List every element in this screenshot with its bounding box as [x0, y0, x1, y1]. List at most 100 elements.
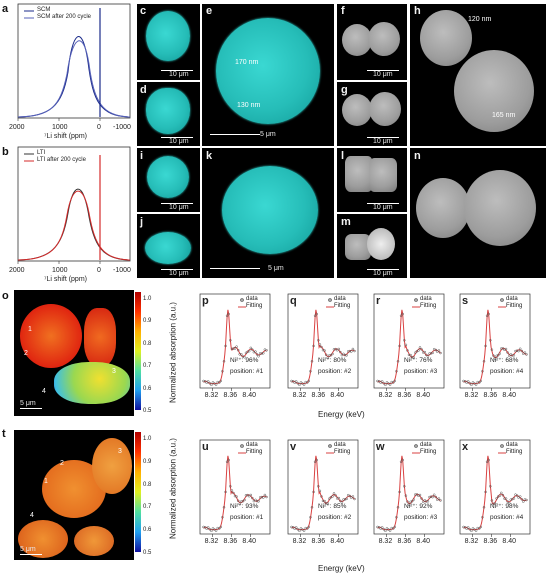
xas-ylabel-row1: Normalized absorption (a.u.) [168, 302, 178, 403]
particle-f-1 [342, 24, 372, 56]
xas-data-point [392, 527, 395, 530]
xas-xtick-u-1: 8.36 [223, 538, 238, 545]
xas-data-point [244, 494, 248, 497]
xas-legend-fit-v: Fitting [334, 449, 351, 455]
xas-data-point [290, 379, 293, 383]
xas-data-point [230, 347, 234, 351]
xas-data-point [332, 492, 336, 495]
xas-data-point [249, 346, 253, 350]
nmr-b-curve-lti-after [17, 190, 131, 261]
map-o-particle-3 [54, 362, 130, 404]
xas-data-point [518, 347, 522, 351]
xas-data-point [221, 370, 224, 373]
xas-data-point [468, 528, 472, 531]
label-n: n [414, 150, 421, 162]
xas-data-point [299, 381, 303, 384]
xas-data-point [403, 339, 406, 342]
nmr-b-xtick-1000: 1000 [52, 267, 68, 274]
xas-data-point [492, 354, 495, 357]
label-a: a [2, 3, 9, 15]
xas-plot-q [287, 293, 359, 391]
xas-data-point [334, 494, 337, 497]
xas-legend-data-s: data [506, 296, 518, 302]
xas-data-point [523, 351, 527, 354]
xas-data-point [485, 314, 489, 318]
xas-xtick-p-1: 8.36 [223, 392, 238, 399]
map-o-particle-2 [84, 308, 116, 366]
xas-position-v: position: #2 [318, 514, 352, 521]
xas-plot-s [459, 293, 531, 391]
label-k: k [206, 150, 213, 162]
xas-data-point [504, 347, 508, 351]
scalebar-c: 10 μm [169, 71, 189, 78]
xas-data-point [387, 528, 390, 531]
xas-data-point [410, 355, 414, 359]
xas-data-point [254, 350, 257, 353]
xas-data-point [211, 381, 215, 384]
xas-data-point [436, 498, 439, 501]
xas-data-point [304, 380, 307, 384]
xas-legend-data-v: data [334, 442, 346, 448]
xas-ni-fraction-x: Ni²⁺: 98% [490, 503, 519, 510]
xas-data-point [317, 339, 320, 342]
label-u: u [202, 441, 209, 453]
xas-data-point [339, 350, 342, 354]
xas-data-point [203, 526, 207, 529]
xas-data-point [471, 381, 475, 384]
xas-data-point [317, 485, 320, 488]
xas-ni-fraction-q: Ni²⁺: 80% [318, 357, 347, 364]
xas-data-point [466, 380, 470, 383]
xas-plot-x [459, 439, 531, 537]
particle-m-1 [345, 234, 371, 260]
xas-position-r: position: #3 [404, 368, 438, 375]
xas-data-point [474, 529, 478, 532]
xas-data-point [254, 498, 257, 502]
xas-data-point [304, 526, 307, 530]
label-j: j [140, 216, 144, 228]
xas-data-point [476, 526, 479, 530]
xas-data-point [351, 347, 355, 351]
xas-data-point [503, 497, 506, 500]
xas-data-point [518, 495, 522, 498]
particle-e [216, 18, 320, 124]
xas-data-point [520, 498, 524, 501]
xas-data-point [463, 380, 467, 383]
xas-data-point [350, 496, 353, 499]
xas-data-point [487, 312, 490, 316]
xas-ni-fraction-v: Ni²⁺: 85% [318, 503, 347, 510]
xas-data-point [235, 495, 238, 498]
xas-data-point [334, 347, 337, 351]
colorbar-o-ticks: 1.0 0.9 0.8 0.7 0.6 0.5 [143, 296, 152, 415]
xas-data-point [384, 383, 387, 387]
xas-data-point [489, 339, 492, 342]
colorbar-t-ticks: 1.0 0.9 0.8 0.7 0.6 0.5 [143, 436, 152, 556]
xas-data-point [493, 502, 497, 505]
xas-data-point [343, 353, 347, 357]
label-e: e [206, 5, 213, 17]
xas-data-point [466, 526, 470, 529]
xas-data-point [265, 349, 268, 352]
nmr-plot-b [17, 146, 131, 264]
xas-data-point [205, 381, 208, 384]
xas-xtick-u-2: 8.40 [242, 538, 257, 545]
xas-data-point [301, 528, 304, 531]
xas-data-point [431, 495, 434, 499]
xas-xtick-x-0: 8.32 [464, 538, 479, 545]
nmr-a-legend-scm-after: SCM after 200 cycle [37, 14, 92, 20]
xas-data-point [509, 498, 513, 501]
panel-k: 5 μm [202, 148, 334, 278]
xas-data-point [500, 491, 503, 495]
xas-data-point [351, 495, 355, 498]
xas-position-q: position: #2 [318, 368, 352, 375]
xas-data-point [236, 499, 240, 503]
xas-plot-v [287, 439, 359, 537]
xas-data-point [246, 493, 249, 497]
xas-data-point [331, 352, 334, 356]
xas-legend-data-w: data [420, 442, 432, 448]
xas-xtick-q-0: 8.32 [292, 392, 307, 399]
xas-data-point [257, 500, 260, 503]
xas-data-point [393, 379, 397, 383]
xas-data-point [233, 494, 237, 498]
xas-data-point [332, 348, 336, 351]
colorbar-t [135, 432, 141, 552]
